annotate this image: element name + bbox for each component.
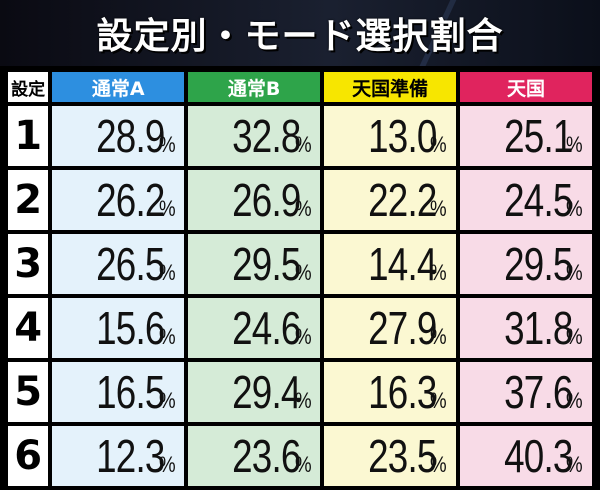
title-bar: 設定別・モード選択割合 [0, 0, 600, 66]
table-row: 5 16.5% 29.4% 16.3% 37.6% [8, 362, 592, 422]
percent-sign: % [294, 452, 312, 477]
rate-value: 23.6 [232, 430, 301, 482]
header-heaven: 天国 [460, 72, 592, 102]
rate-value: 26.9 [232, 174, 301, 226]
rate-value: 28.9 [96, 110, 165, 162]
rate-cell: 32.8% [188, 106, 321, 166]
rate-cell: 27.9% [324, 298, 457, 358]
rate-cell: 28.9% [52, 106, 185, 166]
table-row: 4 15.6% 24.6% 27.9% 31.8% [8, 298, 592, 358]
percent-sign: % [566, 388, 584, 413]
table-row: 2 26.2% 26.9% 22.2% 24.5% [8, 170, 592, 230]
row-label: 4 [8, 298, 49, 358]
rate-value: 37.6 [504, 366, 573, 418]
percent-sign: % [294, 132, 312, 157]
percent-sign: % [566, 452, 584, 477]
rate-cell: 23.6% [188, 426, 321, 486]
rate-cell: 29.4% [188, 362, 321, 422]
row-label: 2 [8, 170, 49, 230]
header-normal-b: 通常B [188, 72, 321, 102]
percent-sign: % [430, 196, 448, 221]
percent-sign: % [158, 196, 176, 221]
mode-rate-table: 設定 通常A 通常B 天国準備 天国 1 28.9% 32.8% 13.0% 2… [4, 68, 596, 490]
percent-sign: % [294, 260, 312, 285]
percent-sign: % [294, 388, 312, 413]
rate-cell: 12.3% [52, 426, 185, 486]
rate-cell: 29.5% [460, 234, 592, 294]
rate-value: 24.6 [232, 302, 301, 354]
rate-cell: 37.6% [460, 362, 592, 422]
table-row: 1 28.9% 32.8% 13.0% 25.1% [8, 106, 592, 166]
rate-cell: 16.3% [324, 362, 457, 422]
rate-value: 26.5 [96, 238, 165, 290]
rate-value: 14.4 [368, 238, 437, 290]
rate-value: 23.5 [368, 430, 437, 482]
rate-cell: 22.2% [324, 170, 457, 230]
rate-value: 16.5 [96, 366, 165, 418]
rate-cell: 15.6% [52, 298, 185, 358]
percent-sign: % [158, 452, 176, 477]
row-label: 1 [8, 106, 49, 166]
page-title: 設定別・モード選択割合 [96, 16, 504, 57]
rate-value: 15.6 [96, 302, 165, 354]
rate-cell: 16.5% [52, 362, 185, 422]
header-normal-a: 通常A [52, 72, 185, 102]
rate-value: 25.1 [504, 110, 573, 162]
rate-value: 40.3 [504, 430, 573, 482]
percent-sign: % [430, 260, 448, 285]
rate-cell: 26.2% [52, 170, 185, 230]
percent-sign: % [566, 132, 584, 157]
percent-sign: % [430, 452, 448, 477]
table-row: 6 12.3% 23.6% 23.5% 40.3% [8, 426, 592, 486]
row-label: 5 [8, 362, 49, 422]
rate-value: 12.3 [96, 430, 165, 482]
percent-sign: % [158, 324, 176, 349]
table-header-row: 設定 通常A 通常B 天国準備 天国 [8, 72, 592, 102]
rate-cell: 24.5% [460, 170, 592, 230]
percent-sign: % [294, 324, 312, 349]
percent-sign: % [566, 324, 584, 349]
rate-value: 31.8 [504, 302, 573, 354]
percent-sign: % [294, 196, 312, 221]
rate-cell: 31.8% [460, 298, 592, 358]
percent-sign: % [158, 132, 176, 157]
rate-cell: 29.5% [188, 234, 321, 294]
percent-sign: % [430, 324, 448, 349]
rate-value: 22.2 [368, 174, 437, 226]
percent-sign: % [430, 132, 448, 157]
rate-cell: 25.1% [460, 106, 592, 166]
rate-cell: 26.9% [188, 170, 321, 230]
rate-value: 13.0 [368, 110, 437, 162]
table-row: 3 26.5% 29.5% 14.4% 29.5% [8, 234, 592, 294]
rate-cell: 14.4% [324, 234, 457, 294]
rate-cell: 40.3% [460, 426, 592, 486]
percent-sign: % [566, 196, 584, 221]
rate-value: 24.5 [504, 174, 573, 226]
rate-value: 29.4 [232, 366, 301, 418]
rate-value: 27.9 [368, 302, 437, 354]
header-settei: 設定 [8, 72, 49, 102]
rate-value: 26.2 [96, 174, 165, 226]
row-label: 6 [8, 426, 49, 486]
rate-cell: 24.6% [188, 298, 321, 358]
percent-sign: % [430, 388, 448, 413]
rate-value: 32.8 [232, 110, 301, 162]
rate-value: 16.3 [368, 366, 437, 418]
row-label: 3 [8, 234, 49, 294]
rate-value: 29.5 [232, 238, 301, 290]
rate-value: 29.5 [504, 238, 573, 290]
percent-sign: % [158, 260, 176, 285]
rate-cell: 26.5% [52, 234, 185, 294]
header-heaven-prep: 天国準備 [324, 72, 457, 102]
percent-sign: % [566, 260, 584, 285]
percent-sign: % [158, 388, 176, 413]
rate-cell: 13.0% [324, 106, 457, 166]
rate-cell: 23.5% [324, 426, 457, 486]
